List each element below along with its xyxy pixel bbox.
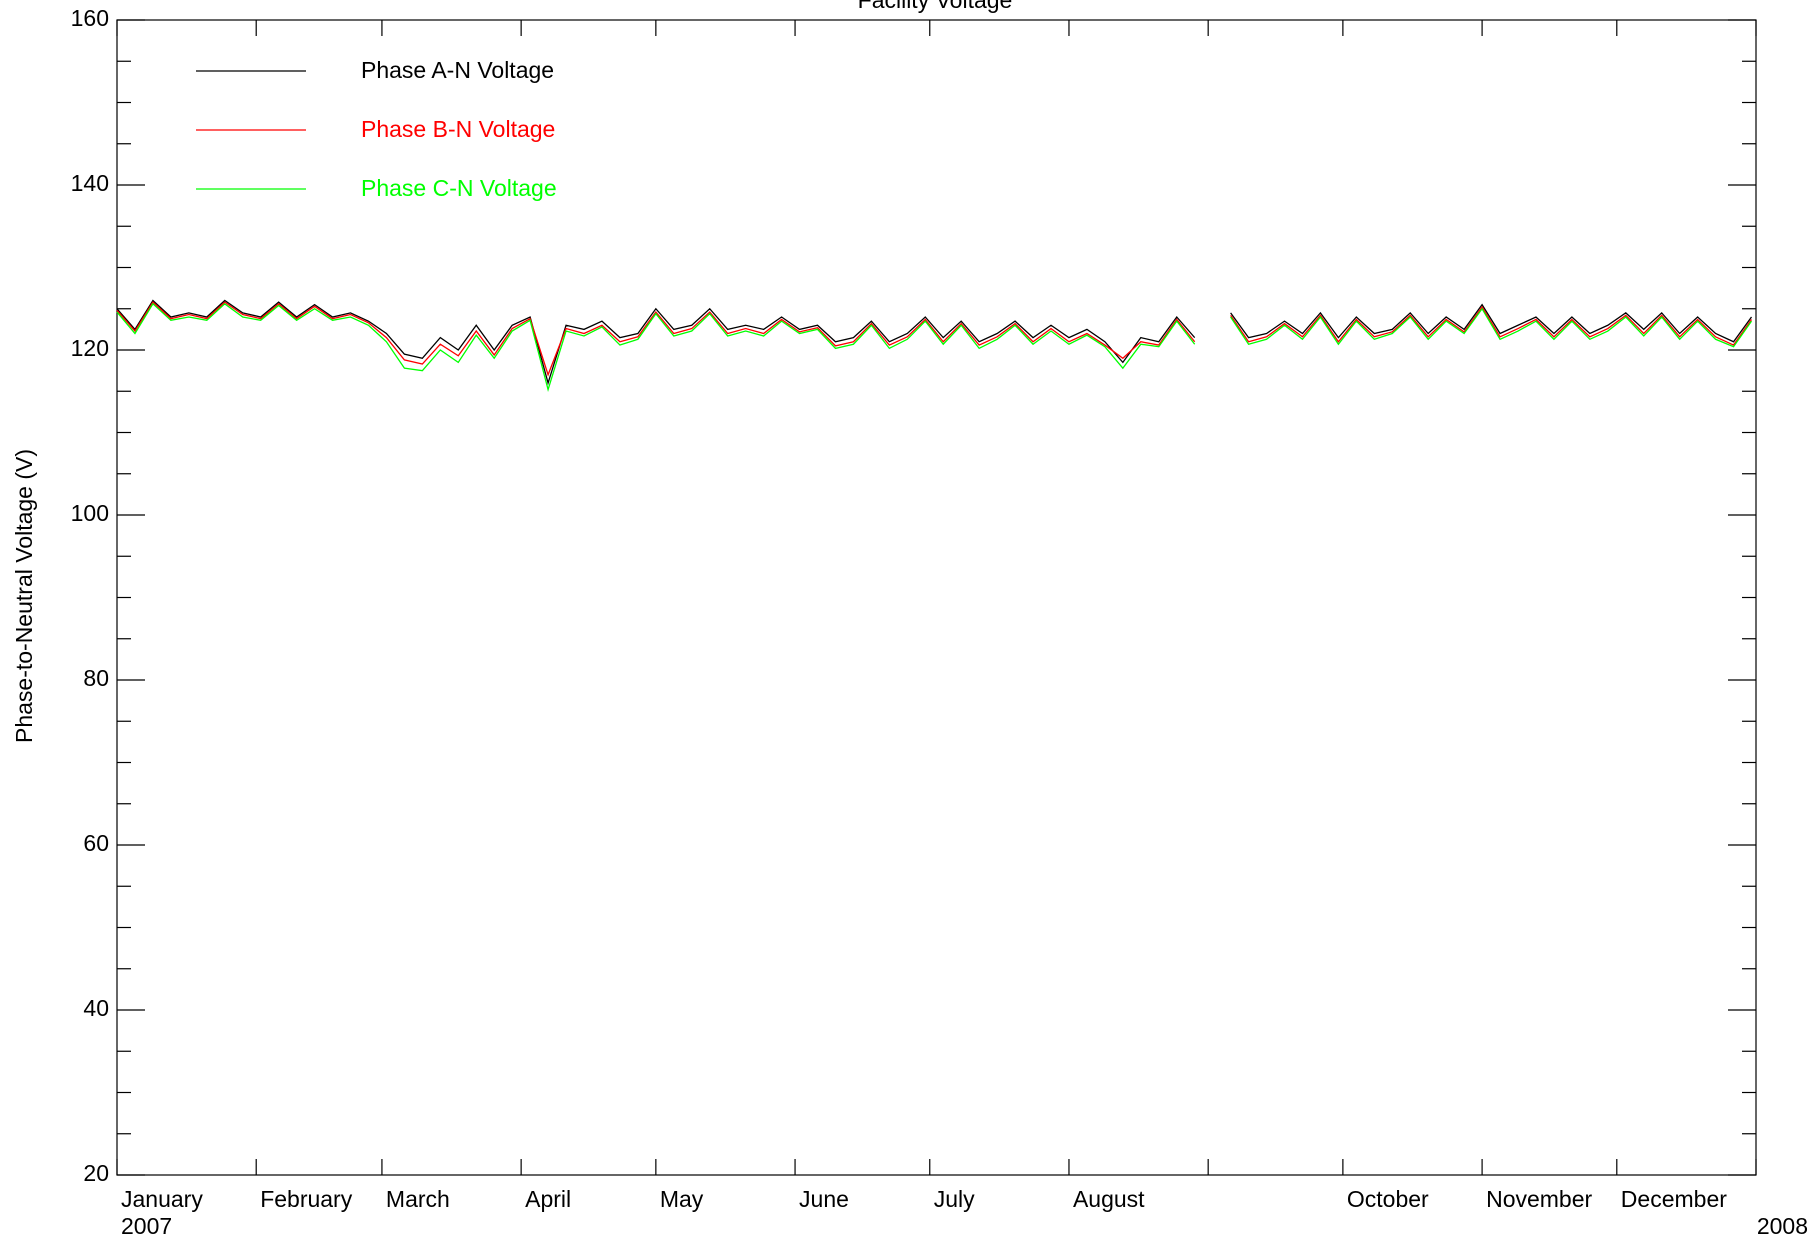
x-tick-label: June <box>799 1186 849 1212</box>
y-tick-label: 120 <box>71 335 109 361</box>
y-tick-label: 160 <box>71 5 109 31</box>
x-tick-label: November <box>1486 1186 1592 1212</box>
year-label: 2008 <box>1757 1213 1808 1238</box>
x-tick-label: January <box>121 1186 203 1212</box>
year-label: 2007 <box>121 1213 172 1238</box>
x-tick-label: February <box>260 1186 353 1212</box>
y-tick-label: 40 <box>83 995 109 1021</box>
y-tick-label: 80 <box>83 665 109 691</box>
y-tick-label: 60 <box>83 830 109 856</box>
x-tick-label: December <box>1621 1186 1727 1212</box>
chart-title: Facility Voltage <box>858 0 1013 13</box>
x-tick-label: October <box>1347 1186 1429 1212</box>
x-tick-label: May <box>660 1186 704 1212</box>
legend-label: Phase A-N Voltage <box>361 57 554 83</box>
y-tick-label: 140 <box>71 170 109 196</box>
series-line <box>116 301 1753 377</box>
y-tick-label: 100 <box>71 500 109 526</box>
series-line <box>116 302 1753 392</box>
y-axis-label: Phase-to-Neutral Voltage (V) <box>11 449 37 743</box>
y-tick-label: 20 <box>83 1160 109 1186</box>
x-tick-label: March <box>386 1186 450 1212</box>
legend-label: Phase B-N Voltage <box>361 116 555 142</box>
x-tick-label: July <box>934 1186 975 1212</box>
legend-label: Phase C-N Voltage <box>361 175 557 201</box>
x-tick-label: August <box>1073 1186 1145 1212</box>
x-tick-label: April <box>525 1186 571 1212</box>
series-line <box>116 299 1753 386</box>
